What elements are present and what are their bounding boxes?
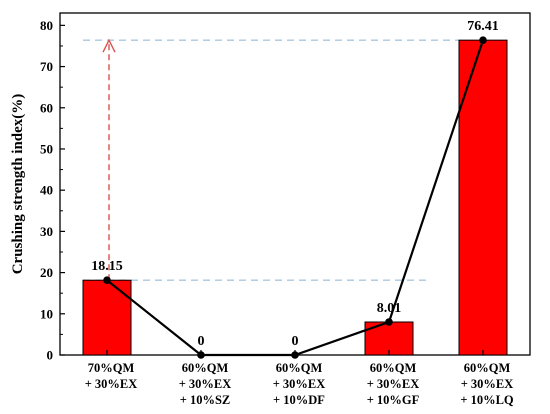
x-tick-label-line: + 30%EX — [273, 377, 326, 391]
point-4 — [479, 36, 487, 44]
y-tick-label: 80 — [40, 18, 53, 33]
x-axis: 70%QM + 30%EX 60%QM + 30%EX + 10%SZ 60%QM + 30… — [85, 350, 514, 407]
x-tick-label-line: 70%QM — [88, 361, 135, 375]
y-axis-label: Crushing strength index(%) — [10, 94, 26, 275]
x-tick-label-2: 60%QM + 30%EX + 10%DF — [273, 361, 326, 407]
line-series — [103, 36, 487, 359]
x-tick-label-line: + 30%EX — [85, 377, 138, 391]
trend-line — [106, 39, 485, 357]
data-label-1: 0 — [198, 334, 205, 349]
x-tick-label-line: + 10%DF — [273, 393, 325, 407]
x-tick-label-line: + 30%EX — [461, 377, 514, 391]
x-tick-label-line: 60%QM — [276, 361, 323, 375]
reference-lines — [83, 39, 459, 281]
point-2 — [291, 351, 299, 359]
y-axis: 0 10 20 30 40 50 60 70 80 — [40, 18, 65, 363]
y-tick-label: 70 — [40, 59, 53, 74]
x-tick-label-line: 60%QM — [464, 361, 511, 375]
point-3 — [385, 318, 393, 326]
x-tick-label-line: + 10%GF — [367, 393, 420, 407]
arrow-head — [102, 38, 116, 53]
y-tick-label: 30 — [40, 224, 53, 239]
bar-series — [82, 39, 508, 356]
x-tick-label-line: + 10%SZ — [180, 393, 231, 407]
y-tick-label: 0 — [47, 348, 54, 363]
x-tick-label-line: 60%QM — [370, 361, 417, 375]
y-tick-label: 50 — [40, 141, 53, 156]
x-tick-label-line: + 30%EX — [367, 377, 420, 391]
point-0 — [103, 276, 111, 285]
x-tick-label-0: 70%QM + 30%EX — [85, 361, 138, 391]
y-tick-label: 40 — [40, 183, 53, 198]
y-tick-label: 20 — [40, 265, 53, 280]
point-1 — [197, 351, 205, 359]
x-tick-label-3: 60%QM + 30%EX + 10%GF — [367, 361, 420, 407]
y-tick-label: 10 — [40, 306, 53, 321]
x-tick-label-line: + 30%EX — [179, 377, 232, 391]
data-label-3: 8.01 — [377, 301, 402, 316]
improvement-arrow — [102, 38, 116, 281]
data-label-2: 0 — [292, 334, 299, 349]
y-tick-label: 60 — [40, 100, 53, 115]
data-label-4: 76.41 — [467, 19, 499, 34]
data-labels: 18.15 0 0 8.01 76.41 — [91, 19, 499, 349]
bar-4 — [458, 39, 508, 356]
x-tick-label-1: 60%QM + 30%EX + 10%SZ — [179, 361, 232, 407]
x-tick-label-4: 60%QM + 30%EX + 10%LQ — [460, 361, 514, 407]
x-tick-label-line: 60%QM — [182, 361, 229, 375]
x-tick-label-line: + 10%LQ — [460, 393, 514, 407]
bar-0 — [82, 279, 132, 356]
data-label-0: 18.15 — [91, 259, 123, 274]
